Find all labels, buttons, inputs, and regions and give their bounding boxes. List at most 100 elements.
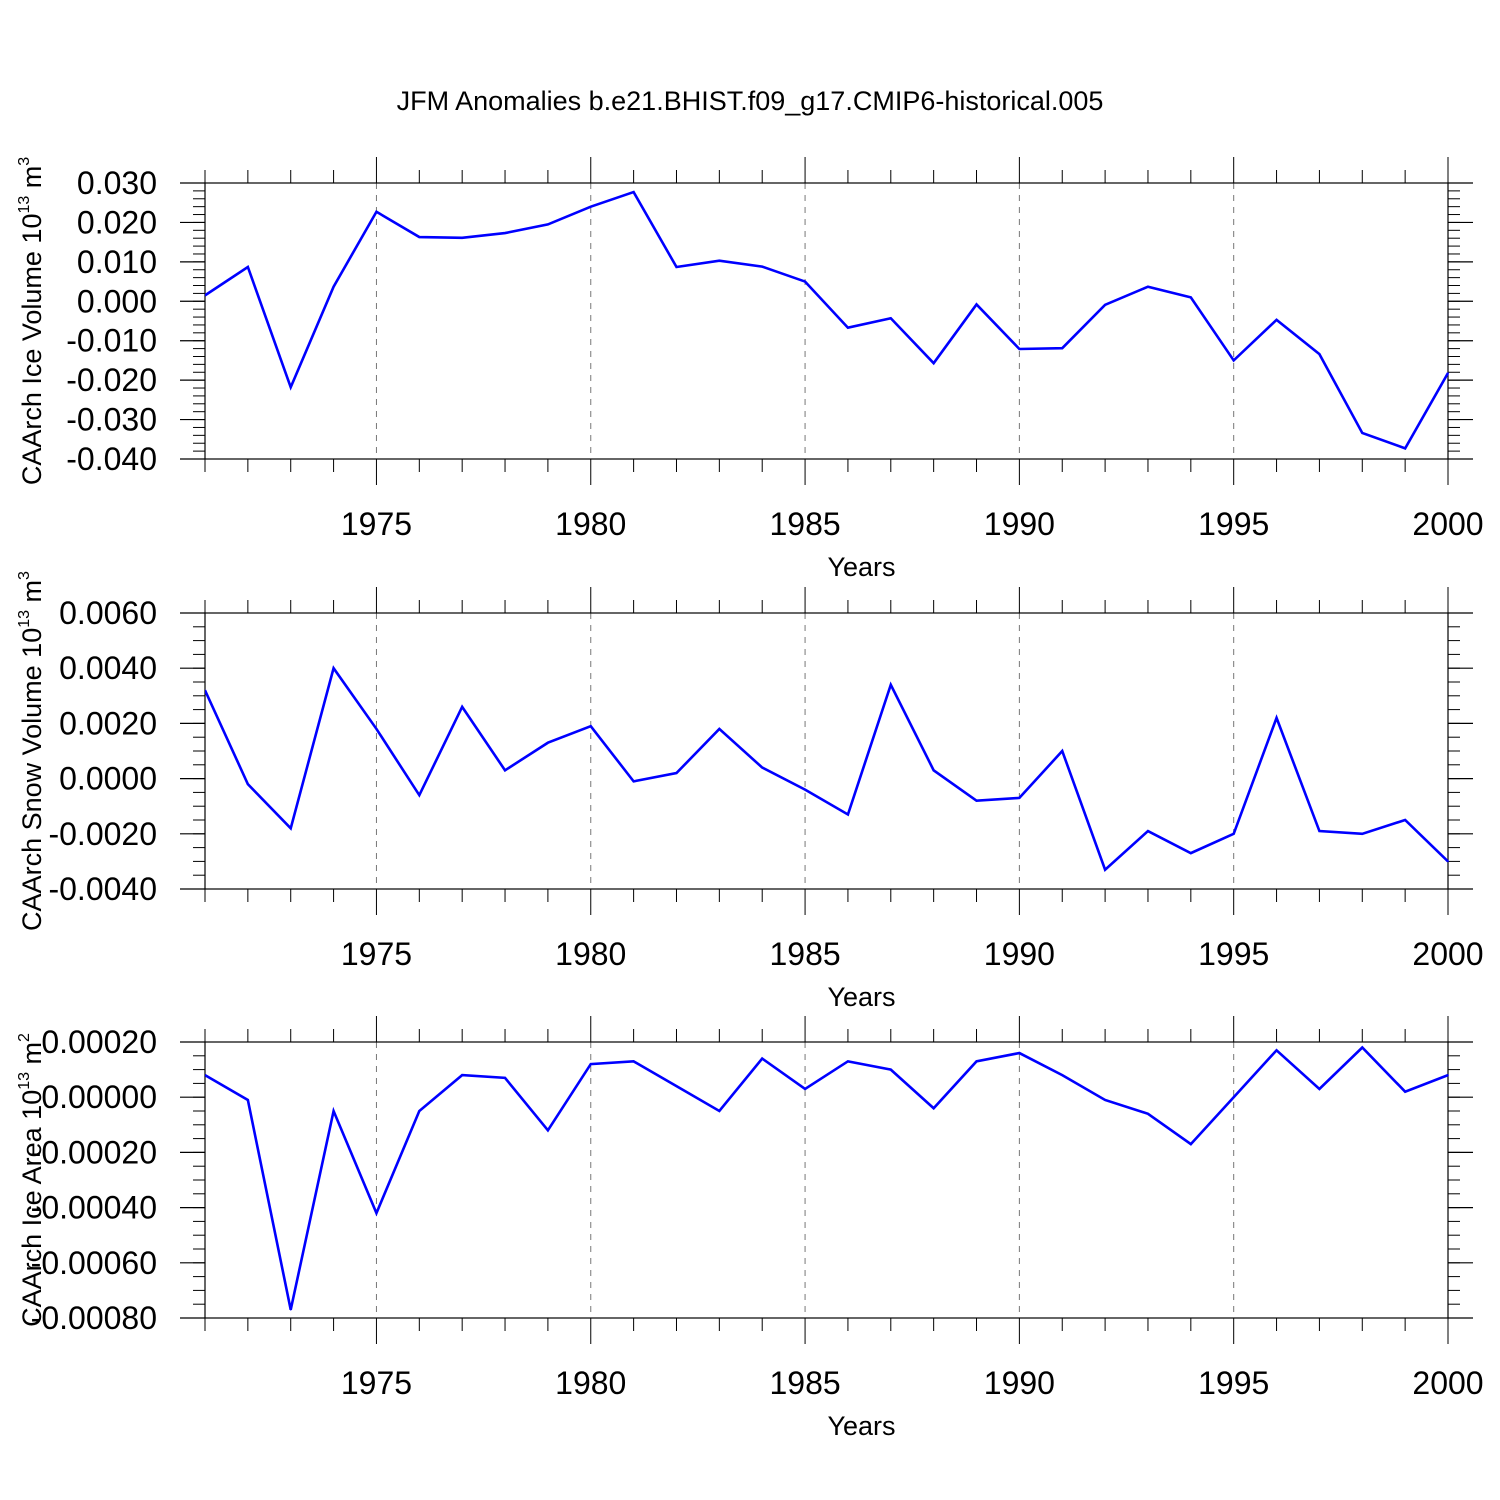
figure-title: JFM Anomalies b.e21.BHIST.f09_g17.CMIP6-… — [397, 86, 1104, 116]
x-tick-label: 1985 — [769, 1365, 840, 1401]
data-point — [1147, 1112, 1149, 1115]
data-point — [247, 266, 249, 268]
data-point — [1018, 1052, 1021, 1054]
x-axis-label: Years — [827, 982, 895, 1012]
plot-frame — [204, 182, 1449, 460]
data-point — [589, 1063, 592, 1065]
y-tick-label: -0.00080 — [31, 1300, 157, 1336]
data-point — [1232, 1096, 1235, 1098]
data-point — [205, 294, 206, 297]
data-point — [418, 1110, 421, 1112]
data-point — [804, 280, 806, 283]
data-point — [761, 766, 764, 769]
data-point — [1061, 1074, 1064, 1076]
data-point — [1147, 830, 1149, 832]
y-tick-label: 0.0040 — [59, 650, 157, 686]
y-tick-label: -0.0020 — [48, 816, 157, 852]
y-tick-label: 0.000 — [77, 283, 157, 319]
data-point — [504, 769, 506, 772]
data-point — [1061, 750, 1064, 752]
data-point — [332, 667, 335, 669]
data-point — [1318, 830, 1321, 832]
data-point — [589, 725, 592, 727]
y-tick-label: -0.010 — [66, 323, 157, 359]
y-tick-label: -0.00060 — [31, 1245, 157, 1281]
x-axis-label: Years — [827, 552, 895, 582]
series-line — [205, 1045, 1449, 1310]
data-point — [547, 223, 549, 226]
data-point — [975, 1060, 978, 1063]
y-tick-label: 0.010 — [77, 244, 157, 280]
data-point — [889, 683, 892, 686]
data-point — [932, 1107, 935, 1110]
data-point — [675, 772, 678, 774]
y-tick-label: -0.020 — [66, 362, 157, 398]
data-point — [375, 1212, 378, 1214]
x-tick-label: 1985 — [769, 506, 840, 542]
y-tick-label: -0.030 — [66, 402, 157, 438]
y-tick-label: -0.0040 — [48, 871, 157, 907]
data-point — [205, 689, 206, 692]
data-point — [847, 813, 849, 816]
data-point — [632, 1060, 635, 1063]
data-point — [1447, 1074, 1449, 1076]
data-point — [1318, 1088, 1321, 1090]
chart-panel-3: 0.00020 0.00000 -0.00020 -0.00040 -0.00060 -0… — [16, 1016, 1484, 1441]
data-point — [847, 326, 849, 329]
data-point — [889, 317, 892, 320]
series-line — [205, 665, 1449, 872]
data-point — [1361, 1046, 1364, 1049]
data-point — [375, 728, 378, 730]
data-point — [1061, 347, 1064, 350]
data-point — [889, 1068, 892, 1071]
data-point — [804, 1088, 806, 1090]
x-tick-label: 2000 — [1412, 506, 1483, 542]
data-point — [632, 191, 635, 193]
y-tick-label: 0.030 — [77, 165, 157, 201]
data-point — [675, 266, 678, 268]
data-point — [932, 769, 935, 772]
data-point — [1232, 833, 1235, 835]
data-point — [847, 1060, 849, 1063]
panels: 0.0300.0200.0100.000-0.010-0.020-0.030-0… — [16, 157, 1484, 1441]
data-point — [289, 1308, 292, 1311]
data-point — [461, 706, 463, 708]
x-tick-label: 1990 — [984, 506, 1055, 542]
data-point — [975, 303, 978, 306]
data-point — [1190, 1143, 1192, 1145]
x-tick-label: 1990 — [984, 1365, 1055, 1401]
data-point — [1190, 296, 1192, 299]
data-point — [289, 386, 292, 389]
x-tick-label: 1980 — [555, 936, 626, 972]
data-point — [1447, 860, 1449, 863]
data-point — [589, 205, 592, 208]
data-point — [1104, 1099, 1106, 1101]
data-point — [547, 1129, 549, 1132]
data-point — [1275, 1049, 1278, 1052]
x-tick-label: 1985 — [769, 936, 840, 972]
x-tick-label: 1975 — [341, 936, 412, 972]
data-point — [1232, 359, 1235, 362]
y-tick-label: 0.0000 — [59, 761, 157, 797]
data-point — [975, 799, 978, 802]
data-point — [718, 259, 721, 262]
data-point — [1361, 432, 1364, 434]
x-tick-label: 1975 — [341, 1365, 412, 1401]
data-point — [332, 285, 335, 288]
y-tick-label: 0.0020 — [59, 705, 157, 741]
data-point — [461, 1074, 463, 1076]
data-point — [247, 1099, 249, 1101]
data-point — [761, 265, 764, 268]
data-point — [418, 794, 421, 796]
data-point — [1018, 797, 1021, 799]
y-tick-label: 0.00020 — [41, 1024, 157, 1060]
x-tick-label: 2000 — [1412, 1365, 1483, 1401]
data-point — [461, 237, 463, 239]
x-tick-label: 1980 — [555, 1365, 626, 1401]
data-point — [1104, 868, 1106, 871]
series-line — [205, 190, 1449, 450]
data-point — [1275, 717, 1278, 719]
data-point — [1104, 304, 1106, 306]
x-tick-label: 1995 — [1198, 1365, 1269, 1401]
